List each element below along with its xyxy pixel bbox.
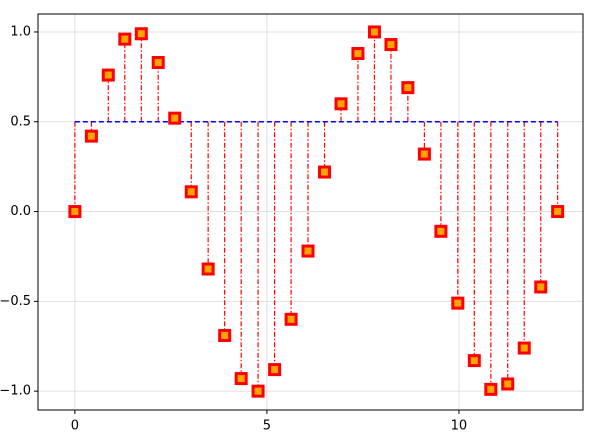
- marker: [467, 354, 481, 368]
- marker: [334, 97, 348, 111]
- marker: [234, 372, 248, 386]
- marker: [101, 68, 115, 82]
- marker: [151, 55, 165, 69]
- marker: [318, 165, 332, 179]
- marker: [451, 296, 465, 310]
- marker: [118, 32, 132, 46]
- marker: [268, 363, 282, 377]
- marker: [551, 205, 565, 219]
- marker: [434, 224, 448, 238]
- y-tick-label: 0.5: [10, 114, 31, 129]
- x-tick-label: 5: [263, 419, 271, 434]
- marker: [384, 38, 398, 52]
- marker: [84, 129, 98, 143]
- marker: [484, 382, 498, 396]
- marker: [534, 280, 548, 294]
- marker: [184, 185, 198, 199]
- y-tick-label: −1.0: [0, 384, 31, 399]
- x-tick-label: 10: [451, 419, 468, 434]
- marker: [301, 244, 315, 258]
- y-tick-label: 0.0: [10, 204, 31, 219]
- marker: [68, 205, 82, 219]
- marker: [367, 25, 381, 39]
- marker: [517, 341, 531, 355]
- marker: [251, 384, 265, 398]
- y-tick-label: 1.0: [10, 24, 31, 39]
- marker: [351, 47, 365, 61]
- marker: [201, 262, 215, 276]
- y-tick-label: −0.5: [0, 294, 31, 309]
- marker: [168, 111, 182, 125]
- marker: [417, 147, 431, 161]
- x-tick-label: 0: [71, 419, 79, 434]
- plot-frame: [37, 13, 584, 411]
- marker: [284, 312, 298, 326]
- marker: [218, 328, 232, 342]
- marker: [501, 377, 515, 391]
- marker: [401, 81, 415, 95]
- marker: [134, 27, 148, 41]
